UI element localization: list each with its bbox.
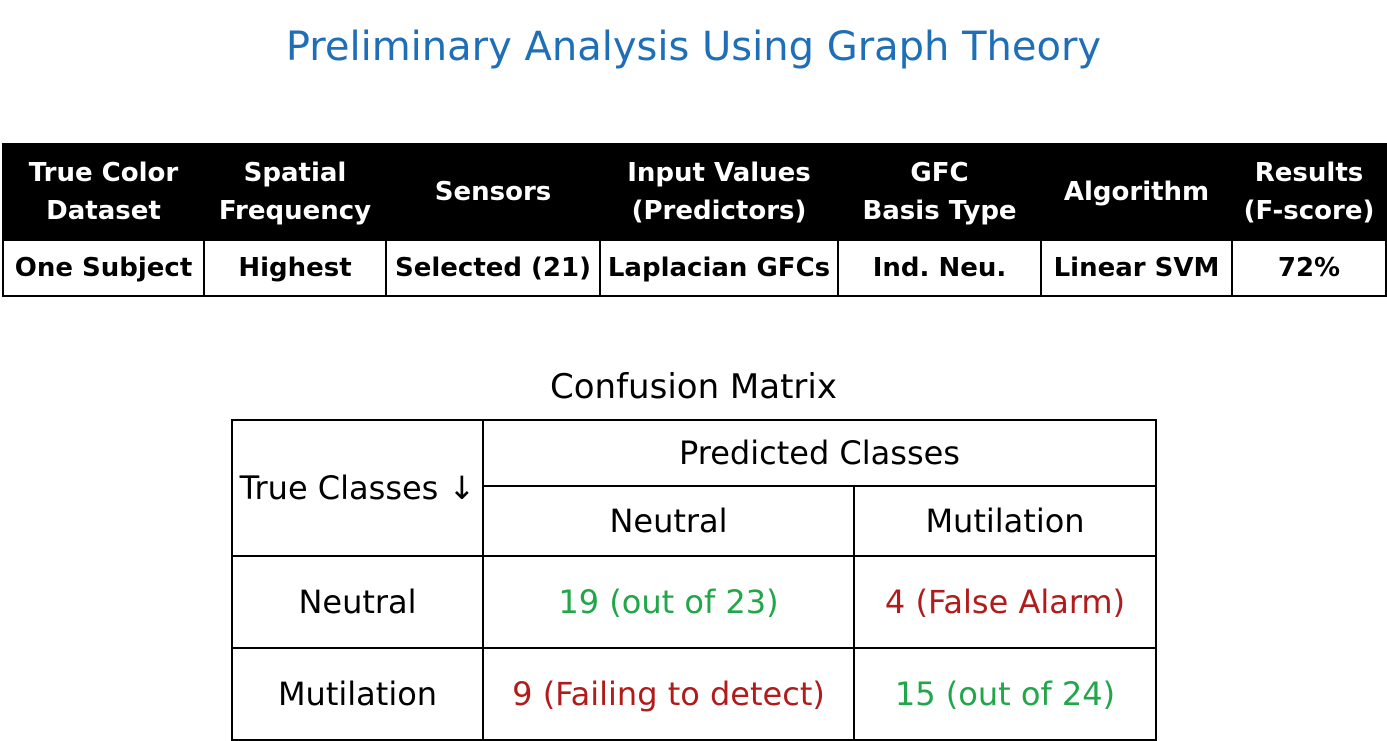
cm-cell-false-alarm: 4 (False Alarm): [853, 555, 1157, 649]
summary-data-row: One Subject Highest Selected (21) Laplac…: [2, 239, 1387, 297]
header-input-values: Input Values (Predictors): [599, 143, 839, 241]
cm-cell-true-positive-neutral: 19 (out of 23): [482, 555, 855, 649]
cm-row-mutilation: Mutilation 9 (Failing to detect) 15 (out…: [231, 647, 1157, 741]
header-sensors: Sensors: [385, 143, 601, 241]
cell-results: 72%: [1231, 239, 1387, 297]
cm-predicted-header: Predicted Classes: [482, 419, 1157, 487]
summary-header-row: True Color Dataset Spatial Frequency Senso…: [2, 143, 1387, 241]
header-true-color-dataset: True Color Dataset: [2, 143, 205, 241]
cm-row-neutral: Neutral 19 (out of 23) 4 (False Alarm): [231, 555, 1157, 649]
cm-predicted-mutilation: Mutilation: [853, 485, 1157, 557]
cell-algorithm: Linear SVM: [1040, 239, 1233, 297]
confusion-matrix: True Classes ↓ Predicted Classes Neutral…: [231, 419, 1157, 741]
cm-corner-label: True Classes ↓: [231, 419, 484, 557]
cell-input-values: Laplacian GFCs: [599, 239, 839, 297]
cm-cell-failing-to-detect: 9 (Failing to detect): [482, 647, 855, 741]
cell-dataset: One Subject: [2, 239, 205, 297]
cm-predicted-neutral: Neutral: [482, 485, 855, 557]
cell-basis-type: Ind. Neu.: [837, 239, 1042, 297]
cell-sensors: Selected (21): [385, 239, 601, 297]
confusion-matrix-title: Confusion Matrix: [550, 367, 837, 407]
page-title: Preliminary Analysis Using Graph Theory: [285, 24, 1102, 70]
cell-spatial-frequency: Highest: [203, 239, 387, 297]
cm-true-mutilation: Mutilation: [231, 647, 484, 741]
summary-table: True Color Dataset Spatial Frequency Senso…: [2, 143, 1387, 297]
header-gfc-basis-type: GFC Basis Type: [837, 143, 1042, 241]
header-algorithm: Algorithm: [1040, 143, 1233, 241]
cm-header-row: True Classes ↓ Predicted Classes: [231, 419, 1157, 557]
header-spatial-frequency: Spatial Frequency: [203, 143, 387, 241]
header-results: Results (F-score): [1231, 143, 1387, 241]
cm-cell-true-positive-mutilation: 15 (out of 24): [853, 647, 1157, 741]
cm-true-neutral: Neutral: [231, 555, 484, 649]
cm-predicted-labels-row: Neutral Mutilation: [232, 485, 1157, 557]
